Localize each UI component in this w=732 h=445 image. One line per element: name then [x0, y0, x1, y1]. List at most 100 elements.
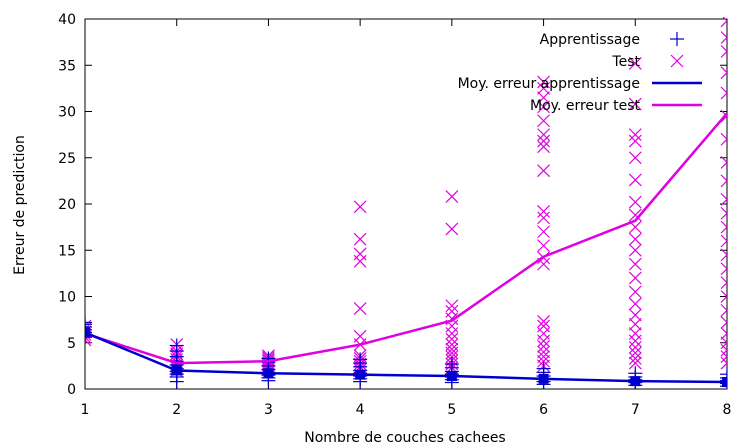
train-mean-marker [446, 371, 457, 382]
test-point-a [720, 206, 727, 215]
test-point-b [537, 75, 550, 89]
test-point [537, 239, 550, 253]
test-point [445, 299, 459, 313]
test-point-b [628, 317, 642, 331]
test-point-b [628, 356, 642, 370]
test-point [720, 350, 727, 364]
test-point-b [445, 304, 459, 318]
test-point-b [353, 302, 367, 315]
test-point-a [720, 220, 727, 228]
test-point-b [628, 232, 642, 246]
test-point-b [445, 299, 459, 313]
test-point [720, 174, 727, 188]
x-tick-label: 5 [447, 402, 456, 418]
test-point-b [537, 319, 550, 333]
test-point [537, 340, 550, 353]
legend-label: Apprentissage [540, 32, 640, 48]
test-point-b [628, 195, 642, 209]
test-point [720, 66, 727, 80]
test-point-b [445, 190, 459, 204]
test-point-b [537, 345, 550, 359]
test-point [720, 327, 727, 340]
test-point-b [720, 267, 727, 276]
test-point-a [720, 174, 727, 182]
test-point [537, 345, 550, 359]
test-point-b [537, 239, 550, 253]
test-point-b [720, 321, 727, 329]
test-point [720, 86, 727, 100]
test-point-a [720, 356, 727, 364]
test-point-b [720, 349, 727, 357]
test-point-b [720, 355, 727, 364]
legend-label: Test [611, 54, 640, 70]
test-point [628, 134, 642, 148]
test-point-b [537, 100, 550, 114]
test-point-b [85, 322, 92, 330]
test-point [537, 114, 550, 128]
train-point [85, 320, 92, 335]
test-point [628, 173, 642, 187]
test-point-a [720, 290, 727, 298]
y-tick-label: 10 [58, 290, 76, 306]
x-tick-label: 4 [356, 402, 365, 418]
test-point-b [628, 128, 642, 142]
test-point [537, 134, 550, 148]
plot-area: 0 5 10 15 20 25 30 35 40 1 2 3 4 5 6 7 8 Apprentissage Tes… [58, 12, 731, 418]
x-tick-label: 6 [539, 402, 548, 418]
test-point [628, 243, 642, 257]
test-point [445, 222, 459, 236]
test-point [720, 206, 727, 220]
test-point-a [720, 132, 727, 141]
y-tick-label: 20 [58, 197, 76, 213]
test-point [445, 338, 459, 352]
test-point-a [720, 66, 727, 74]
legend-cross-marker-b [670, 54, 684, 68]
test-point [720, 17, 727, 28]
test-point-b [720, 180, 727, 188]
test-point-b [537, 315, 550, 328]
test-point [628, 340, 642, 354]
train-mean-marker [538, 373, 549, 384]
test-point [720, 192, 727, 206]
test-point [628, 257, 642, 271]
test-point [720, 290, 727, 303]
test-point-b [720, 226, 727, 234]
test-point-b [628, 243, 642, 257]
y-axis-label: Erreur de prediction [12, 135, 28, 275]
test-point [628, 271, 642, 285]
test-point-b [537, 350, 550, 364]
test-point-b [628, 134, 642, 148]
test-point-b [628, 208, 642, 222]
test-point [628, 334, 642, 348]
test-point-b [537, 134, 550, 148]
y-tick-label: 15 [58, 243, 76, 259]
test-point-a [720, 350, 727, 358]
test-point [353, 329, 367, 343]
test-point [537, 225, 550, 239]
test-point [720, 248, 727, 262]
test-point [720, 220, 727, 234]
test-point-b [720, 341, 727, 350]
test-point-b [628, 308, 642, 322]
test-point [445, 304, 459, 318]
train-point [720, 367, 727, 382]
train-mean-marker [85, 327, 90, 338]
test-point [537, 100, 550, 114]
test-point-b [537, 81, 550, 95]
test-point-a [720, 315, 727, 324]
test-point [628, 352, 642, 365]
test-point-b [353, 247, 367, 261]
test-point-b [720, 198, 727, 206]
test-point [720, 132, 727, 146]
train-point [261, 351, 276, 366]
y-tick-label: 0 [67, 382, 76, 398]
test-point-a [720, 109, 727, 117]
test-point [353, 200, 367, 214]
test-point-a [720, 31, 727, 39]
test-point [353, 302, 367, 315]
test-point-b [628, 56, 642, 70]
test-point-b [720, 71, 727, 80]
test-point [537, 140, 550, 154]
test-point [537, 327, 550, 340]
